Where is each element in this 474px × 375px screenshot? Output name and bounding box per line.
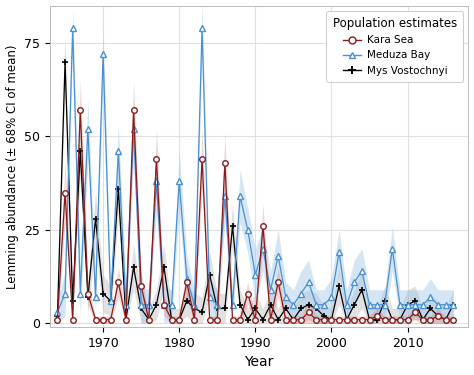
Y-axis label: Lemming abundance (± 68% CI of mean): Lemming abundance (± 68% CI of mean) bbox=[6, 44, 18, 289]
Legend: Kara Sea, Meduza Bay, Mys Vostochnyi: Kara Sea, Meduza Bay, Mys Vostochnyi bbox=[327, 11, 463, 82]
X-axis label: Year: Year bbox=[245, 356, 274, 369]
